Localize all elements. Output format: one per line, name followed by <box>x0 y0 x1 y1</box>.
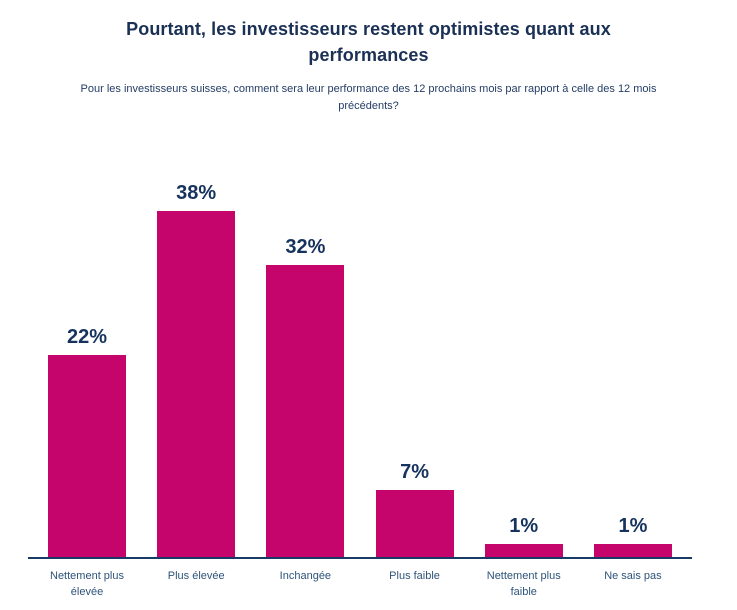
bar <box>157 211 236 557</box>
bar <box>375 490 454 557</box>
bar-chart: 22% 38% 32% 7% 1% 1% Nettement plus élevée Plu… <box>28 182 692 600</box>
category-label: Inchangée <box>279 570 332 582</box>
bar-group: 38% <box>157 182 236 557</box>
bar-value-label: 1% <box>509 515 539 537</box>
bar-value-label: 38% <box>176 182 217 204</box>
category-label: Nettement plus faible <box>486 570 561 598</box>
bar-group: 32% <box>266 236 345 557</box>
bar <box>593 544 672 557</box>
bar-group: 7% <box>375 461 454 557</box>
chart-subtitle: Pour les investisseurs suisses, comment … <box>80 83 657 112</box>
bar <box>484 544 563 557</box>
bar-value-label: 32% <box>285 236 326 258</box>
bar <box>48 355 126 557</box>
category-label: Ne sais pas <box>604 570 662 582</box>
bar-group: 1% <box>484 515 563 557</box>
chart-title: Pourtant, les investisseurs restent opti… <box>126 19 611 65</box>
bar <box>266 265 345 557</box>
category-label: Plus faible <box>389 570 440 582</box>
bar-value-label: 1% <box>618 515 648 537</box>
bar-value-label: 22% <box>66 326 108 348</box>
category-label: Plus élevée <box>167 570 225 582</box>
plot-area: 22% 38% 32% 7% 1% 1% <box>28 182 692 559</box>
category-axis-labels: Nettement plus élevée Plus élevée Inchangé… <box>28 568 692 600</box>
category-label: Nettement plus élevée <box>50 570 124 598</box>
bar-group: 22% <box>48 326 126 557</box>
bar-value-label: 7% <box>400 461 430 483</box>
bar-group: 1% <box>593 515 672 557</box>
